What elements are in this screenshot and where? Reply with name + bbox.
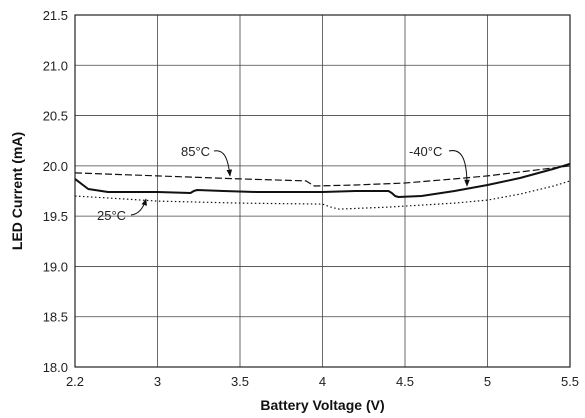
x-tick-label: 3.5 <box>231 374 249 389</box>
annotation-label: -40°C <box>409 144 442 159</box>
y-tick-label: 19.0 <box>43 259 68 274</box>
x-tick-label: 4.5 <box>396 374 414 389</box>
annotations: 85°C 25°C -40°C <box>97 144 470 223</box>
x-axis-label: Battery Voltage (V) <box>260 397 384 413</box>
annotation-label: 85°C <box>181 144 210 159</box>
x-tick-label: 5.5 <box>561 374 579 389</box>
y-axis-label: LED Current (mA) <box>9 132 25 250</box>
y-tick-label: 19.5 <box>43 209 68 224</box>
y-tick-label: 20.0 <box>43 159 68 174</box>
annotation-arrow <box>448 150 470 187</box>
grid-lines <box>75 15 570 367</box>
series-line <box>74 162 571 198</box>
y-tick-label: 21.0 <box>43 58 68 73</box>
annotation-label: 25°C <box>97 208 126 223</box>
y-tick-label: 18.0 <box>43 360 68 375</box>
series-line <box>74 180 571 210</box>
x-tick-label: 5 <box>484 374 491 389</box>
y-tick-label: 20.5 <box>43 109 68 124</box>
plot-frame <box>74 14 571 368</box>
annotation-arrow <box>130 198 147 216</box>
y-tick-label: 18.5 <box>43 310 68 325</box>
y-tick-label: 21.5 <box>43 8 68 23</box>
x-axis-ticks: 2.2 3 3.5 4 4.5 5 5.5 <box>66 374 579 389</box>
x-tick-label: 2.2 <box>66 374 84 389</box>
annotation-arrow <box>213 150 233 177</box>
series-lines <box>74 162 571 210</box>
x-tick-label: 3 <box>154 374 161 389</box>
x-tick-label: 4 <box>319 374 326 389</box>
series-line <box>74 165 571 187</box>
y-axis-ticks: 18.0 18.5 19.0 19.5 20.0 20.5 21.0 21.5 <box>43 8 68 375</box>
